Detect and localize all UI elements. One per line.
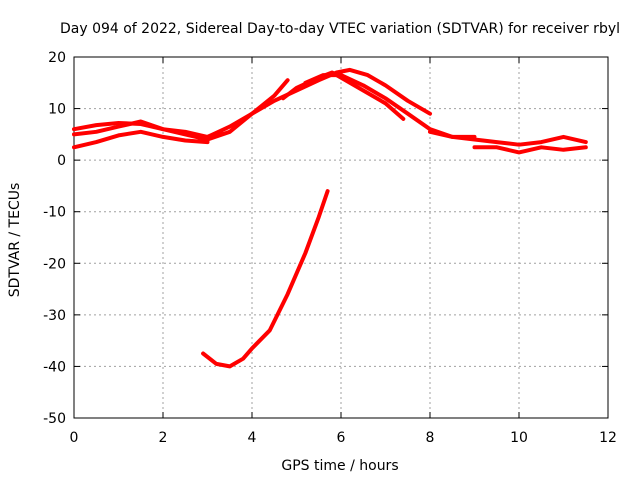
series-layer bbox=[72, 67, 588, 369]
grid bbox=[74, 57, 608, 418]
x-tick-label: 2 bbox=[159, 430, 168, 446]
series-track-8 bbox=[472, 145, 588, 155]
y-tick-label: -10 bbox=[43, 205, 66, 221]
series-track-4 bbox=[205, 67, 432, 139]
chart-title: Day 094 of 2022, Sidereal Day-to-day VTE… bbox=[60, 21, 620, 37]
y-tick-label: 10 bbox=[48, 102, 66, 118]
series-track-2 bbox=[72, 129, 210, 150]
y-tick-label: 20 bbox=[48, 50, 66, 66]
y-tick-label: -50 bbox=[43, 411, 66, 427]
series-track-9 bbox=[201, 189, 330, 369]
x-axis-label: GPS time / hours bbox=[281, 458, 398, 474]
x-tick-label: 0 bbox=[70, 430, 79, 446]
x-tick-label: 4 bbox=[248, 430, 257, 446]
y-tick-label: -30 bbox=[43, 308, 66, 324]
y-tick-label: 0 bbox=[57, 153, 66, 169]
x-tick-label: 10 bbox=[510, 430, 528, 446]
y-tick-label: -20 bbox=[43, 256, 66, 272]
series-track-7 bbox=[428, 129, 588, 147]
ticks: 0 2 4 6 8 10 12 -50 -40 -30 -20 -10 0 10 20 bbox=[43, 50, 617, 446]
series-track-5 bbox=[281, 70, 406, 121]
x-tick-label: 12 bbox=[599, 430, 617, 446]
x-tick-label: 6 bbox=[337, 430, 346, 446]
y-tick-label: -40 bbox=[43, 359, 66, 375]
x-tick-label: 8 bbox=[426, 430, 435, 446]
y-axis-label: SDTVAR / TECUs bbox=[7, 183, 23, 298]
